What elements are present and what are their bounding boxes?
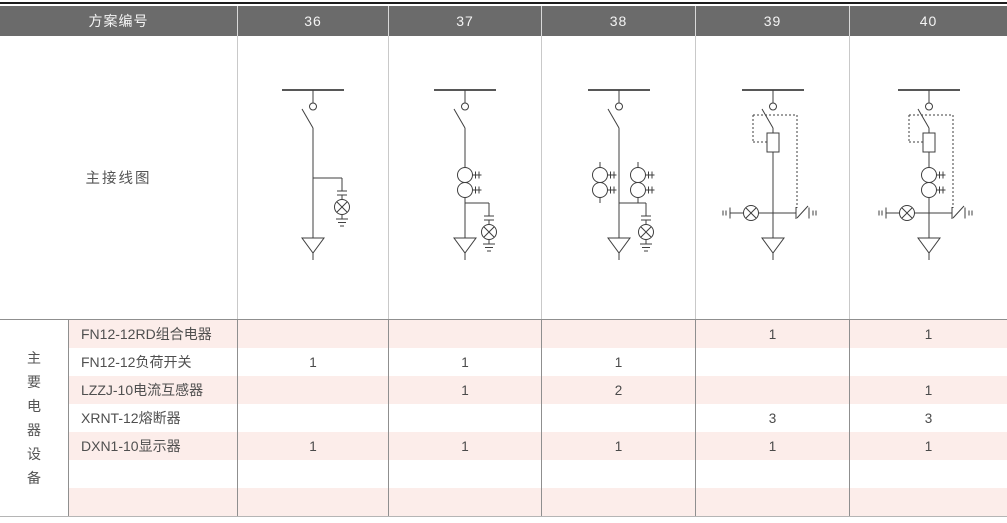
one-line-diagram (282, 89, 350, 260)
quantity-cell: 1 (388, 348, 541, 376)
scheme-number-cell: 40 (849, 6, 1007, 36)
wiring-diagram-cell (388, 36, 541, 319)
scheme-number-cell: 38 (541, 6, 695, 36)
vertical-label-char: 器 (27, 422, 41, 438)
equipment-name-cell: DXN1-10显示器 (81, 438, 181, 454)
main-equipment-section: 主要电器设备 FN12-12RD组合电器 1 1 FN12-12负荷开关 1 1 1 LZZJ… (0, 319, 1007, 517)
quantity-cell (388, 404, 541, 432)
quantity-cell (388, 320, 541, 348)
quantity-cell (541, 488, 695, 516)
quantity-cell: 1 (695, 432, 849, 460)
wiring-diagram-cell (695, 36, 849, 319)
equipment-row: XRNT-12熔断器 3 3 (69, 404, 1007, 432)
scheme-number-cell: 39 (695, 6, 849, 36)
quantity-cell (237, 320, 388, 348)
quantity-cell: 1 (849, 320, 1007, 348)
quantity-cell: 3 (695, 404, 849, 432)
equipment-rows: FN12-12RD组合电器 1 1 FN12-12负荷开关 1 1 1 LZZJ-10电流互感… (69, 320, 1007, 516)
quantity-cell: 1 (541, 432, 695, 460)
quantity-cell (541, 320, 695, 348)
quantity-cell (695, 460, 849, 488)
equipment-row: LZZJ-10电流互感器 1 2 1 (69, 376, 1007, 404)
one-line-diagram (878, 89, 973, 260)
quantity-cell (237, 376, 388, 404)
equipment-name-cell: XRNT-12熔断器 (81, 410, 181, 426)
quantity-cell (695, 348, 849, 376)
quantity-cell: 1 (541, 348, 695, 376)
quantity-cell (541, 404, 695, 432)
wiring-diagram-cell (237, 36, 388, 319)
equipment-row: DXN1-10显示器 1 1 1 1 1 (69, 432, 1007, 460)
equipment-row: FN12-12负荷开关 1 1 1 (69, 348, 1007, 376)
scheme-number-cell: 37 (388, 6, 541, 36)
equipment-name-cell: FN12-12RD组合电器 (81, 326, 212, 342)
quantity-cell (849, 460, 1007, 488)
quantity-cell (237, 488, 388, 516)
wiring-diagram-cell (849, 36, 1007, 319)
equipment-name-cell: FN12-12负荷开关 (81, 354, 192, 370)
quantity-cell (849, 348, 1007, 376)
quantity-cell: 1 (695, 320, 849, 348)
quantity-cell: 1 (849, 432, 1007, 460)
quantity-cell (695, 488, 849, 516)
main-equipment-vertical-label: 主要电器设备 (0, 320, 69, 516)
quantity-cell: 2 (541, 376, 695, 404)
table-top-border (0, 2, 1007, 4)
equipment-name-cell: LZZJ-10电流互感器 (81, 382, 204, 398)
main-wiring-diagram-label: 主接线图 (85, 171, 152, 187)
one-line-diagram (722, 89, 817, 260)
quantity-cell (237, 404, 388, 432)
quantity-cell (388, 460, 541, 488)
vertical-label-char: 电 (27, 398, 41, 414)
quantity-cell: 1 (849, 376, 1007, 404)
quantity-cell (388, 488, 541, 516)
quantity-cell: 1 (237, 432, 388, 460)
quantity-cell: 1 (237, 348, 388, 376)
vertical-label-char: 备 (27, 470, 41, 486)
main-wiring-diagram-row: 主接线图 (0, 36, 1007, 319)
vertical-label-char: 主 (27, 350, 41, 366)
quantity-cell (849, 488, 1007, 516)
vertical-label-char: 要 (27, 374, 41, 390)
quantity-cell (695, 376, 849, 404)
wiring-diagram-cell (541, 36, 695, 319)
quantity-cell: 1 (388, 376, 541, 404)
quantity-cell: 1 (388, 432, 541, 460)
one-line-diagram (434, 89, 497, 260)
scheme-number-cell: 36 (237, 6, 388, 36)
quantity-cell (237, 460, 388, 488)
quantity-cell: 3 (849, 404, 1007, 432)
one-line-diagram (588, 89, 655, 260)
vertical-label-char: 设 (27, 446, 41, 462)
scheme-number-header-label: 方案编号 (88, 13, 149, 29)
quantity-cell (541, 460, 695, 488)
equipment-row (69, 460, 1007, 488)
equipment-row (69, 488, 1007, 516)
scheme-number-header-row: 方案编号 36 37 38 39 40 (0, 6, 1007, 36)
equipment-row: FN12-12RD组合电器 1 1 (69, 320, 1007, 348)
